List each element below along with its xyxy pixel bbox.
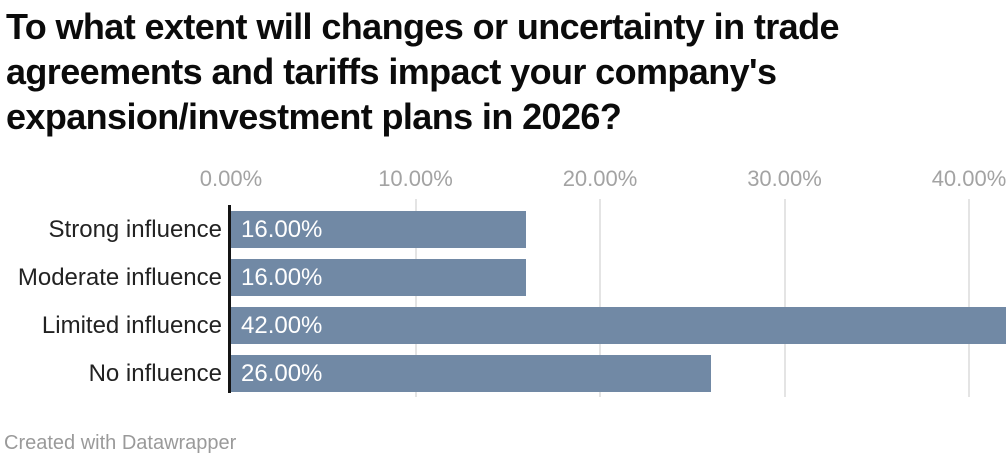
gridline xyxy=(968,199,970,397)
bar: 26.00% xyxy=(231,355,711,392)
category-label: No influence xyxy=(88,360,222,387)
chart-title: To what extent will changes or uncertain… xyxy=(6,4,1004,139)
x-axis-tick-label: 10.00% xyxy=(378,166,453,191)
bar-value-label: 42.00% xyxy=(241,312,323,339)
chart-title-line-2: agreements and tariffs impact your compa… xyxy=(6,51,777,92)
category-label: Limited influence xyxy=(41,312,222,339)
bar: 42.00% xyxy=(231,307,1006,344)
chart-title-line-3: expansion/investment plans in 2026? xyxy=(6,96,622,137)
x-axis-tick-label: 0.00% xyxy=(199,166,263,191)
x-axis-tick-label: 40.00% xyxy=(931,166,1007,191)
datawrapper-credit-link[interactable]: Created with Datawrapper xyxy=(4,432,237,454)
gridline xyxy=(414,199,417,397)
bar: 16.00% xyxy=(231,211,526,248)
category-label: Moderate influence xyxy=(17,264,222,291)
gridline xyxy=(783,199,786,397)
bar-value-label: 26.00% xyxy=(241,360,323,387)
bar-value-label: 16.00% xyxy=(241,216,323,243)
x-axis-tick-label: 30.00% xyxy=(747,166,822,191)
chart-title-line-1: To what extent will changes or uncertain… xyxy=(6,6,840,47)
category-label: Strong influence xyxy=(48,216,222,243)
bar-value-label: 16.00% xyxy=(241,264,323,291)
x-axis-tick-label: 20.00% xyxy=(562,166,638,191)
bar: 16.00% xyxy=(231,259,526,296)
y-axis-line xyxy=(228,205,231,393)
gridline xyxy=(599,199,601,397)
